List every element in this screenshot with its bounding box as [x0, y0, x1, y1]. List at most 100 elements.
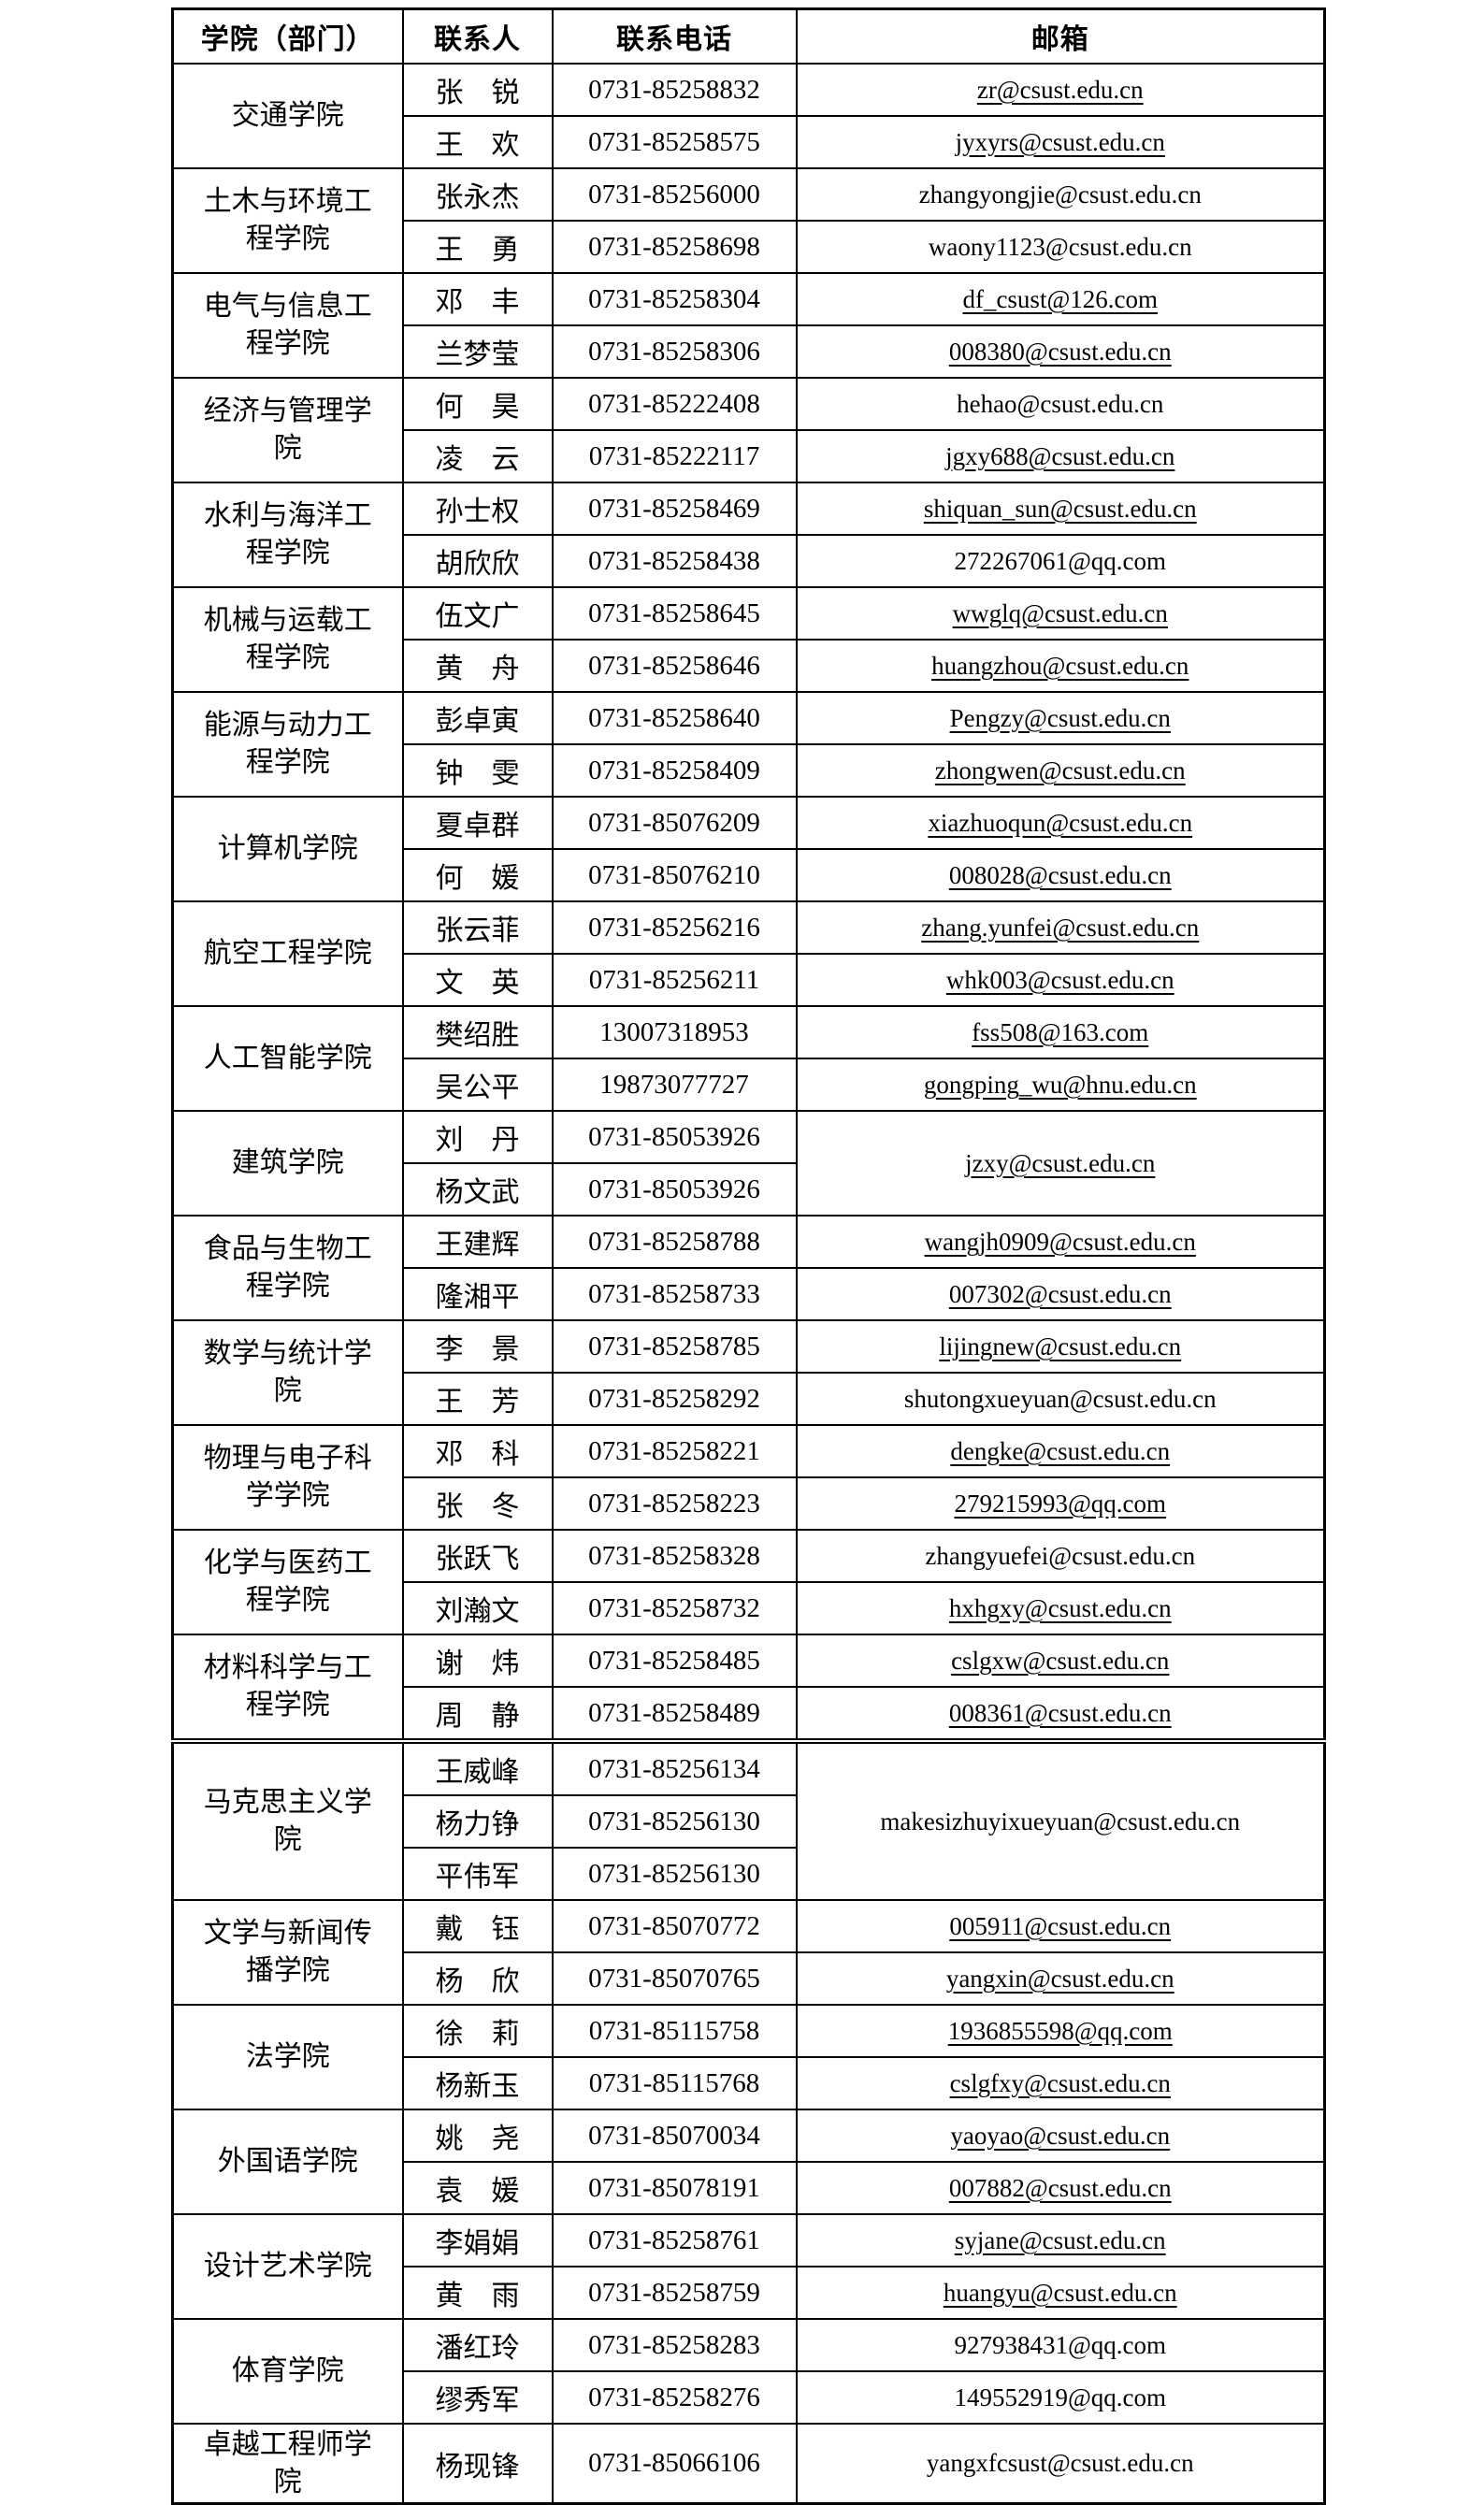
contact-person-cell: 张云菲 [401, 900, 554, 955]
email-cell: 007882@csust.edu.cn [795, 2161, 1326, 2215]
contact-person-cell: 樊绍胜 [401, 1005, 554, 1059]
email-link[interactable]: whk003@csust.edu.cn [945, 965, 1174, 994]
email-link[interactable]: yaoyao@csust.edu.cn [950, 2121, 1171, 2150]
email-cell: hxhgxy@csust.edu.cn [795, 1581, 1326, 1635]
contact-person-cell: 李 景 [401, 1319, 554, 1374]
contact-person-cell: 夏卓群 [401, 796, 554, 850]
phone-cell: 0731-85115758 [551, 2004, 798, 2058]
table-row: 杨 欣 0731-85070765 yangxin@csust.edu.cn [173, 1951, 1326, 2006]
contact-person-cell: 杨新玉 [401, 2056, 554, 2110]
email-cell: makesizhuyixueyuan@csust.edu.cn [795, 1740, 1326, 1901]
email-cell: dengke@csust.edu.cn [795, 1424, 1326, 1478]
email-link[interactable]: zr@csust.edu.cn [976, 75, 1144, 104]
email-link[interactable]: 007302@csust.edu.cn [948, 1279, 1172, 1308]
email-link[interactable]: 008361@csust.edu.cn [948, 1698, 1172, 1727]
email-cell: shutongxueyuan@csust.edu.cn [795, 1372, 1326, 1426]
email-link[interactable]: 1936855598@qq.com [947, 2016, 1173, 2045]
contact-person-cell: 周 静 [401, 1686, 554, 1744]
college-name-cell: 化学与医药工 程学院 [171, 1529, 404, 1635]
phone-cell: 0731-85222117 [551, 429, 798, 483]
phone-cell: 0731-85053926 [551, 1110, 798, 1164]
email-link[interactable]: cslgfxy@csust.edu.cn [949, 2068, 1171, 2097]
phone-cell: 0731-85258485 [551, 1634, 798, 1688]
email-link[interactable]: jgxy688@csust.edu.cn [945, 441, 1175, 470]
table-row: 土木与环境工 程学院 张永杰 0731-85256000 zhangyongjie@c… [171, 167, 1326, 274]
phone-cell: 0731-85053926 [551, 1162, 798, 1217]
contact-person-cell: 刘 丹 [401, 1110, 554, 1164]
phone-cell: 0731-85258732 [551, 1581, 798, 1635]
phone-cell: 0731-85256000 [551, 167, 798, 222]
table-row: 隆湘平 0731-85258733 007302@csust.edu.cn [173, 1267, 1326, 1321]
email-link[interactable]: zhongwen@csust.edu.cn [934, 756, 1186, 785]
table-row: 人工智能学院 樊绍胜 13007318953 fss508@163.com [171, 1005, 1326, 1112]
email-link[interactable]: 005911@csust.edu.cn [949, 1911, 1172, 1940]
table-row: 黄 舟 0731-85258646 huangzhou@csust.edu.cn [173, 639, 1326, 693]
email-link[interactable]: df_csust@126.com [962, 284, 1159, 313]
email-cell: huangyu@csust.edu.cn [795, 2266, 1326, 2320]
phone-cell: 0731-85258788 [551, 1215, 798, 1269]
email-link[interactable]: jyxyrs@csust.edu.cn [955, 127, 1165, 156]
email-cell: zhangyongjie@csust.edu.cn [795, 167, 1326, 222]
contact-person-cell: 杨现锋 [401, 2423, 554, 2505]
email-link[interactable]: wangjh0909@csust.edu.cn [924, 1227, 1196, 1256]
contact-person-cell: 张跃飞 [401, 1529, 554, 1583]
table-row: 文学与新闻传 播学院戴 钰 0731-85070772 005911@csust.e… [171, 1899, 1326, 2006]
email-cell: whk003@csust.edu.cn [795, 953, 1326, 1007]
email-cell: cslgfxy@csust.edu.cn [795, 2056, 1326, 2110]
email-link[interactable]: wwglq@csust.edu.cn [952, 598, 1168, 627]
table-row: 机械与运载工 程学院 伍文广 0731-85258645 wwglq@csust.ed… [171, 586, 1326, 693]
email-link[interactable]: dengke@csust.edu.cn [950, 1436, 1171, 1465]
table-row: 外国语学院姚 尧 0731-85070034 yaoyao@csust.edu.cn [171, 2109, 1326, 2215]
email-link[interactable]: Pengzy@csust.edu.cn [949, 703, 1171, 732]
email-link[interactable]: lijingnew@csust.edu.cn [939, 1332, 1182, 1360]
email-link[interactable]: 007882@csust.edu.cn [948, 2173, 1172, 2202]
table-row: 食品与生物工 程学院 王建辉 0731-85258788 wangjh0909@csu… [171, 1215, 1326, 1321]
email-link[interactable]: cslgxw@csust.edu.cn [951, 1646, 1170, 1675]
phone-cell: 0731-85258645 [551, 586, 798, 641]
table-row: 水利与海洋工 程学院 孙士权 0731-85258469 shiquan_sun@cs… [171, 482, 1326, 588]
email-link[interactable]: 279215993@qq.com [954, 1489, 1167, 1518]
college-name-cell: 体育学院 [171, 2318, 404, 2425]
email-link[interactable]: 008380@csust.edu.cn [948, 337, 1172, 366]
email-link[interactable]: huangzhou@csust.edu.cn [931, 651, 1189, 680]
phone-cell: 0731-85076210 [551, 848, 798, 902]
phone-cell: 0731-85115768 [551, 2056, 798, 2110]
table-row: 材料科学与工 程学院谢 炜 0731-85258485 cslgxw@csust.e… [171, 1634, 1326, 1744]
email-link[interactable]: shiquan_sun@csust.edu.cn [923, 494, 1197, 523]
email-cell: zr@csust.edu.cn [795, 63, 1326, 117]
email-link[interactable]: fss508@163.com [972, 1017, 1149, 1046]
contact-person-cell: 李娟娟 [401, 2213, 554, 2267]
college-name-cell: 外国语学院 [171, 2109, 404, 2215]
contact-person-cell: 王建辉 [401, 1215, 554, 1269]
phone-cell: 0731-85076209 [551, 796, 798, 850]
email-link[interactable]: xiazhuoqun@csust.edu.cn [928, 808, 1193, 837]
email-cell: wangjh0909@csust.edu.cn [795, 1215, 1326, 1269]
table-row: 交通学院张 锐 0731-85258832 zr@csust.edu.cn [171, 63, 1326, 169]
email-link[interactable]: gongping_wu@hnu.edu.cn [923, 1070, 1197, 1099]
contact-person-cell: 张 锐 [401, 63, 554, 117]
college-name-cell: 建筑学院 [171, 1110, 404, 1217]
email-link[interactable]: huangyu@csust.edu.cn [943, 2278, 1177, 2307]
table-row: 电气与信息工 程学院邓 丰 0731-85258304 df_csust@126.c… [171, 272, 1326, 379]
college-name-cell: 机械与运载工 程学院 [171, 586, 404, 693]
table-row: 张 冬 0731-85258223 279215993@qq.com [173, 1476, 1326, 1531]
phone-cell: 0731-85258575 [551, 115, 798, 169]
contact-person-cell: 徐 莉 [401, 2004, 554, 2058]
table-row: 王 芳 0731-85258292 shutongxueyuan@csust.edu… [173, 1372, 1326, 1426]
college-name-cell: 设计艺术学院 [171, 2213, 404, 2320]
email-link[interactable]: 008028@csust.edu.cn [948, 860, 1172, 889]
table-row: 钟 雯 0731-85258409 zhongwen@csust.edu.cn [173, 743, 1326, 798]
table-row: 杨文武 0731-85053926 [173, 1162, 1325, 1217]
email-link[interactable]: yangxin@csust.edu.cn [945, 1964, 1174, 1993]
contact-person-cell: 杨 欣 [401, 1951, 554, 2006]
contact-person-cell: 王 欢 [401, 115, 554, 169]
email-link[interactable]: zhang.yunfei@csust.edu.cn [921, 913, 1200, 942]
table-row: 能源与动力工 程学院 彭卓寅 0731-85258640 Pengzy@csust.e… [171, 691, 1326, 798]
email-link[interactable]: syjane@csust.edu.cn [954, 2225, 1166, 2254]
email-link[interactable]: hxhgxy@csust.edu.cn [948, 1593, 1172, 1622]
header-email: 邮箱 [795, 7, 1326, 65]
email-link[interactable]: jzxy@csust.edu.cn [965, 1148, 1156, 1177]
email-cell: df_csust@126.com [795, 272, 1326, 326]
phone-cell: 0731-85256130 [551, 1794, 798, 1849]
contact-person-cell: 戴 钰 [401, 1899, 554, 1953]
